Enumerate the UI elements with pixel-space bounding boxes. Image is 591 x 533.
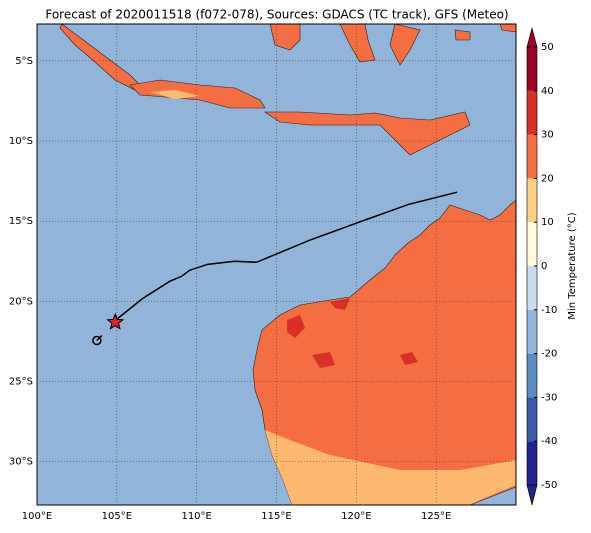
lat-label: 30°S (9, 457, 33, 468)
lat-label: 5°S (15, 56, 33, 67)
hot-patch (287, 315, 305, 338)
colorbar-tick-label: 30 (541, 130, 554, 141)
lat-label: 25°S (9, 377, 33, 388)
colorbar-segment (527, 397, 537, 442)
track-start-tick (96, 334, 103, 342)
colorbar-segment (527, 134, 537, 179)
colorbar-segment (527, 178, 537, 223)
java-cool (150, 90, 200, 99)
colorbar-segment (527, 309, 537, 354)
lon-label: 105°E (102, 511, 132, 522)
lon-label: 115°E (261, 511, 291, 522)
lon-label: 120°E (341, 511, 371, 522)
colorbar-segment (527, 90, 537, 135)
island (454, 29, 471, 41)
sulawesi (389, 23, 421, 66)
australia (252, 199, 517, 506)
colorbar-tick-label: 20 (541, 173, 554, 184)
colorbar-tick-label: -50 (541, 480, 557, 491)
track-line (117, 191, 458, 319)
colorbar-tick-label: -40 (541, 436, 557, 447)
track-start (92, 335, 102, 346)
lon-label: 100°E (22, 511, 52, 522)
title: Forecast of 2020011518 (f072-078), Sourc… (45, 8, 508, 22)
colorbar-tick-label: 40 (541, 86, 554, 97)
colorbar-segment (527, 353, 537, 398)
sunda-islands (264, 111, 471, 156)
colorbar-segment (527, 222, 537, 266)
lat-label: 15°S (9, 216, 33, 227)
hot-patch (400, 352, 418, 365)
storm-position (106, 312, 125, 330)
hot-patch (312, 352, 335, 368)
colorbar-tick-label: 50 (541, 42, 554, 53)
lon-label: 125°E (421, 511, 451, 522)
colorbar-segment (527, 441, 537, 485)
lat-label: 10°S (9, 136, 33, 147)
colorbar-tick-label: -10 (541, 305, 557, 316)
colorbar-tick-label: 0 (541, 261, 547, 272)
java (129, 79, 266, 109)
colorbar-label: Min Temperature (°C) (567, 212, 578, 319)
colorbar-segment (527, 47, 537, 91)
colorbar-extend-bottom (526, 484, 538, 506)
colorbar-tick-label: -30 (541, 392, 557, 403)
cool-region (265, 430, 516, 505)
lat-label: 20°S (9, 296, 33, 307)
lon-label: 110°E (181, 511, 211, 522)
colorbar-tick-label: -20 (541, 349, 557, 360)
colorbar-extend-top (526, 26, 538, 48)
colorbar-tick-label: 10 (541, 217, 554, 228)
hot-patch (330, 298, 350, 310)
colorbar-segment (527, 266, 537, 310)
